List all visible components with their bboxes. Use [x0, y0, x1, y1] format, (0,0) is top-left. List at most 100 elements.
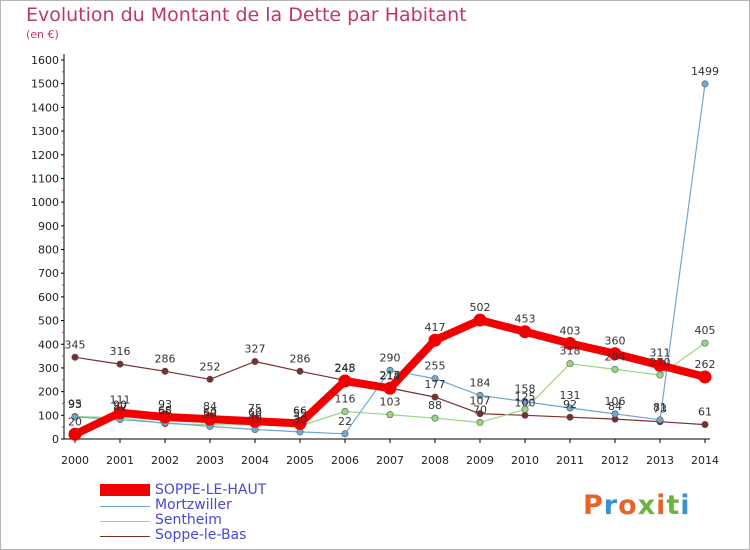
- chart-subtitle: (en €): [26, 28, 59, 41]
- y-tick-label: 1300: [31, 125, 59, 138]
- y-tick-label: 900: [38, 220, 59, 233]
- y-tick-label: 400: [38, 338, 59, 351]
- data-label: 53: [203, 407, 217, 420]
- data-label: 214: [380, 369, 401, 382]
- legend-label-sentheim: Sentheim: [155, 512, 222, 528]
- data-point: [383, 381, 397, 395]
- data-point: [113, 406, 127, 420]
- data-label: 68: [158, 404, 172, 417]
- data-label: 107: [470, 395, 491, 408]
- data-label: 84: [203, 400, 217, 413]
- data-label: 65: [158, 405, 172, 418]
- data-point: [71, 413, 79, 421]
- data-label: 73: [653, 403, 667, 416]
- data-point: [656, 416, 664, 424]
- data-point: [521, 398, 529, 406]
- logo-letter: o: [618, 490, 638, 521]
- data-point: [71, 353, 79, 361]
- y-tick-label: 800: [38, 244, 59, 257]
- x-tick-label: 2014: [691, 454, 719, 467]
- data-label: 93: [68, 398, 82, 411]
- y-tick-label: 1400: [31, 101, 59, 114]
- data-point: [656, 371, 664, 379]
- data-label: 248: [335, 361, 356, 374]
- data-label: 311: [650, 346, 671, 359]
- logo-letter: P: [583, 490, 604, 521]
- data-label: 60: [203, 406, 217, 419]
- y-tick-label: 1600: [31, 54, 59, 67]
- data-label: 252: [200, 360, 221, 373]
- data-point: [611, 365, 619, 373]
- data-point: [566, 404, 574, 412]
- data-point: [338, 374, 352, 388]
- data-label: 30: [293, 413, 307, 426]
- data-label: 81: [653, 401, 667, 414]
- data-point: [248, 414, 262, 428]
- x-tick-label: 2007: [376, 454, 404, 467]
- y-tick-label: 600: [38, 291, 59, 304]
- data-label: 116: [335, 393, 356, 406]
- data-point: [521, 405, 529, 413]
- data-label: 316: [110, 345, 131, 358]
- data-point: [476, 391, 484, 399]
- x-tick-label: 2012: [601, 454, 629, 467]
- data-label: 55: [293, 407, 307, 420]
- data-point: [158, 410, 172, 424]
- y-tick-label: 0: [52, 433, 59, 446]
- x-tick-label: 2001: [106, 454, 134, 467]
- data-label: 93: [158, 398, 172, 411]
- data-point: [611, 410, 619, 418]
- data-label: 100: [515, 396, 536, 409]
- data-label: 90: [113, 399, 127, 412]
- data-point: [518, 325, 532, 339]
- data-point: [431, 393, 439, 401]
- x-tick-label: 2013: [646, 454, 674, 467]
- data-point: [563, 337, 577, 351]
- y-tick-label: 1200: [31, 149, 59, 162]
- data-point: [476, 410, 484, 418]
- legend-label-soppe-le-bas: Soppe-le-Bas: [155, 527, 247, 543]
- data-label: 453: [515, 313, 536, 326]
- data-label: 60: [248, 406, 262, 419]
- data-label: 84: [608, 400, 622, 413]
- data-label: 184: [470, 376, 491, 389]
- data-point: [68, 427, 82, 441]
- data-point: [428, 333, 442, 347]
- legend-swatch-soppe-le-bas: [100, 536, 150, 537]
- data-point: [386, 366, 394, 374]
- logo-letter: x: [637, 490, 657, 521]
- x-tick-label: 2003: [196, 454, 224, 467]
- data-label: 131: [560, 389, 581, 402]
- data-label: 255: [425, 360, 446, 373]
- y-tick-label: 500: [38, 315, 59, 328]
- data-point: [701, 339, 709, 347]
- data-label: 245: [335, 362, 356, 375]
- x-tick-label: 2010: [511, 454, 539, 467]
- legend-label-soppe-le-haut: SOPPE-LE-HAUT: [155, 482, 267, 498]
- legend-swatch-mortzwiller: [100, 506, 150, 507]
- data-label: 40: [248, 411, 262, 424]
- y-tick-label: 1000: [31, 196, 59, 209]
- x-tick-label: 2005: [286, 454, 314, 467]
- legend-swatch-sentheim: [100, 521, 150, 522]
- data-point: [698, 370, 712, 384]
- data-label: 262: [695, 358, 716, 371]
- data-label: 417: [425, 321, 446, 334]
- data-label: 345: [65, 338, 86, 351]
- data-label: 327: [245, 343, 266, 356]
- data-point: [701, 421, 709, 429]
- data-label: 88: [428, 399, 442, 412]
- y-tick-label: 1100: [31, 172, 59, 185]
- data-label: 177: [425, 378, 446, 391]
- data-label: 1499: [691, 65, 719, 78]
- data-point: [116, 360, 124, 368]
- data-label: 103: [380, 396, 401, 409]
- data-label: 106: [605, 395, 626, 408]
- data-point: [386, 411, 394, 419]
- x-tick-label: 2004: [241, 454, 269, 467]
- data-label: 82: [113, 401, 127, 414]
- data-point: [203, 412, 217, 426]
- data-label: 502: [470, 301, 491, 314]
